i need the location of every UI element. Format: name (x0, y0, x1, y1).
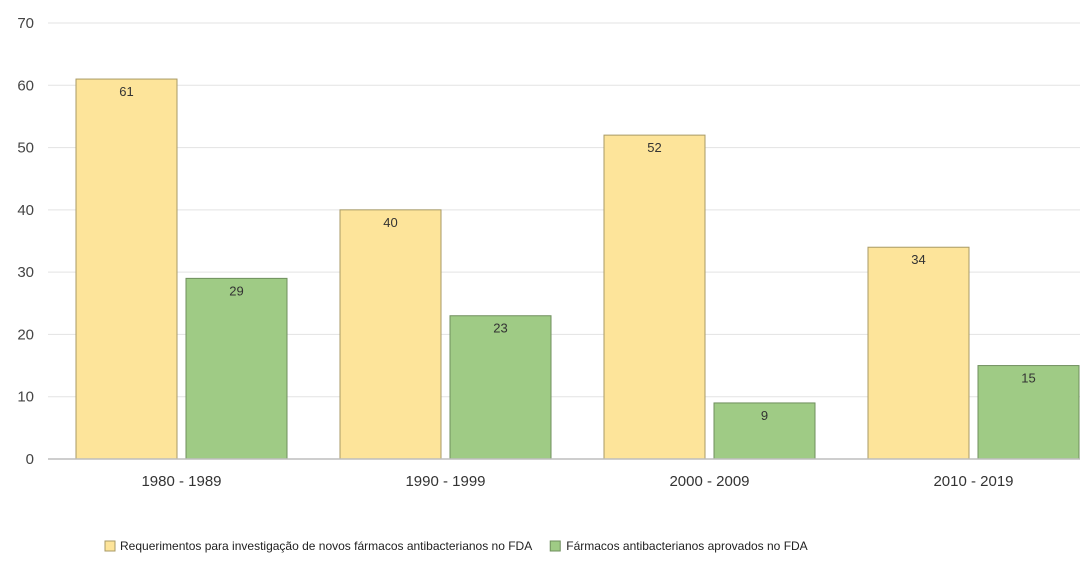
bar-series-1 (75, 78, 178, 460)
bars (75, 78, 1080, 460)
y-tick-label: 70 (17, 15, 34, 32)
legend-label-series-2: Fármacos antibacterianos aprovados no FD… (566, 539, 807, 553)
x-category-label: 2010 - 2019 (933, 473, 1013, 490)
legend-label-series-1: Requerimentos para investigação de novos… (120, 539, 532, 553)
bar-series-1 (603, 134, 706, 460)
y-tick-label: 30 (17, 264, 34, 281)
y-tick-label: 40 (17, 202, 34, 219)
x-category-label: 1980 - 1989 (141, 473, 221, 490)
data-label: 40 (383, 215, 397, 230)
x-category-label: 1990 - 1999 (405, 473, 485, 490)
legend: Requerimentos para investigação de novos… (104, 539, 808, 553)
bar-series-2 (449, 315, 552, 460)
y-axis-tick-labels: 0 10 20 30 40 50 60 70 (17, 15, 34, 468)
bar-series-2 (977, 365, 1080, 460)
data-label: 15 (1021, 371, 1035, 386)
data-label: 52 (647, 140, 661, 155)
bar-series-1 (339, 209, 442, 460)
y-tick-label: 60 (17, 77, 34, 94)
y-tick-label: 10 (17, 389, 34, 406)
data-label: 34 (911, 252, 925, 267)
y-tick-label: 20 (17, 326, 34, 343)
data-label: 23 (493, 321, 507, 336)
data-label: 29 (229, 283, 243, 298)
x-axis-category-labels: 1980 - 1989 1990 - 1999 2000 - 2009 2010 - … (141, 473, 1013, 490)
legend-swatch-series-2 (549, 540, 561, 552)
data-label: 61 (119, 84, 133, 99)
data-label: 9 (761, 408, 768, 423)
data-labels: 61 29 40 23 52 9 34 15 (119, 84, 1035, 423)
y-tick-label: 0 (26, 451, 34, 468)
bar-series-2 (185, 277, 288, 460)
y-tick-label: 50 (17, 140, 34, 157)
bar-series-1 (867, 246, 970, 460)
x-category-label: 2000 - 2009 (669, 473, 749, 490)
legend-swatch-series-1 (104, 540, 116, 552)
